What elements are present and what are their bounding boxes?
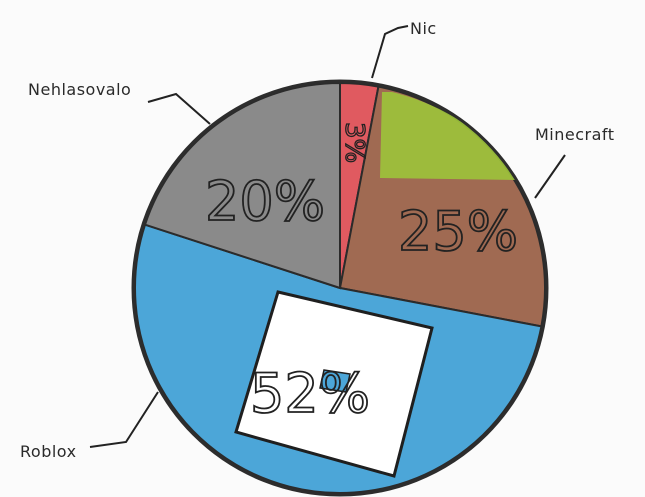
callout-line-nic (371, 25, 409, 79)
slice-label-nehlasovalo: 20% (205, 170, 325, 233)
minecraft-grass-section (380, 92, 515, 180)
pie-slice-nehlasovalo (143, 81, 341, 290)
callout-line-roblox (89, 391, 159, 448)
slice-label-nic: 3% (339, 122, 369, 163)
callout-line-minecraft (534, 154, 566, 199)
roblox-logo-icon (234, 290, 434, 478)
callout-label-nic: Nic (410, 19, 437, 38)
callout-label-roblox: Roblox (20, 442, 77, 461)
pie-outline (131, 79, 549, 497)
slice-label-minecraft: 25% (398, 200, 518, 263)
callout-label-nehlasovalo: Nehlasovalo (28, 80, 131, 99)
callout-label-minecraft: Minecraft (535, 125, 615, 144)
slice-label-roblox: 52% (250, 362, 370, 425)
callout-line-nehlasovalo (147, 92, 211, 125)
